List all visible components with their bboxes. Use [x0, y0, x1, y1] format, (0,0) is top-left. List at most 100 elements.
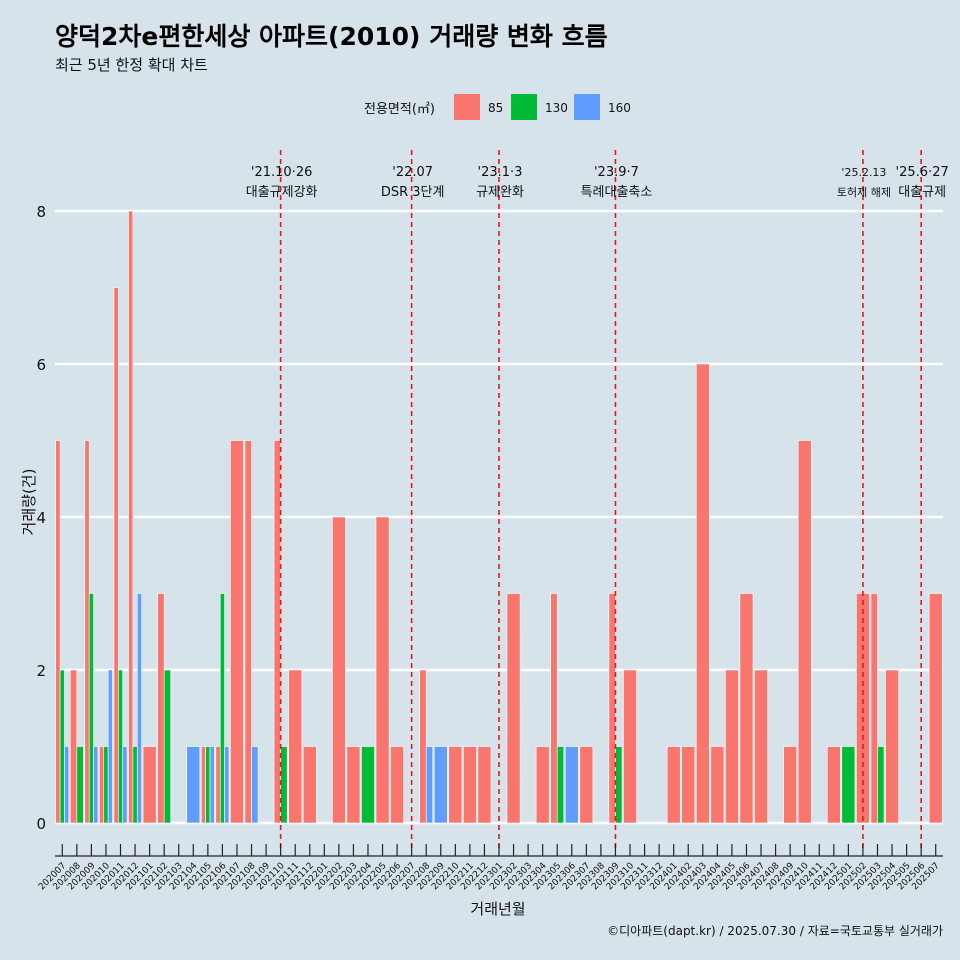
bar-202007-160: [64, 746, 70, 824]
bars: [55, 210, 943, 824]
bar-202208-85: [419, 669, 427, 824]
x-axis: 2020072020082020092020102020112020122021…: [37, 844, 943, 892]
bar-202007-85: [55, 440, 61, 824]
bar-202106-160: [224, 746, 230, 824]
bar-202204-130: [361, 746, 375, 824]
bar-202310-85: [623, 669, 637, 824]
bar-202405-85: [725, 669, 739, 824]
y-tick-label: 8: [36, 203, 46, 221]
event-date-label: '23.9·7: [594, 165, 639, 180]
bar-202010-85: [99, 746, 105, 824]
event-text-label: 대출규제: [898, 185, 946, 200]
bar-202108-85: [244, 440, 252, 824]
bar-202010-130: [103, 746, 109, 824]
event-date-label: '25.6·27: [896, 165, 949, 180]
event-lines: '21.10·26 대출규제강화 '22.07 DSR 3단계 '23.1·3 규제완화 '…: [246, 150, 949, 850]
bar-202206-85: [390, 746, 404, 824]
legend: 85 130 160: [454, 94, 631, 120]
bar-202101-85: [142, 746, 157, 824]
bar-202009-130: [88, 593, 94, 824]
legend-label-160: 160: [608, 101, 631, 115]
bar-202209-160: [433, 746, 448, 824]
bar-202309-130: [615, 746, 623, 824]
chart-title: 양덕2차e편한세상 아파트(2010) 거래량 변화 흐름: [55, 22, 608, 51]
bar-202210-85: [448, 746, 463, 824]
bar-202106-130: [219, 593, 225, 824]
bar-202302-85: [506, 593, 521, 824]
bar-202402-85: [681, 746, 696, 824]
bar-202011-85: [113, 287, 119, 824]
bar-202105-160: [209, 746, 215, 824]
bar-202107-85: [230, 440, 244, 824]
chart-subtitle: 최근 5년 한정 확대 차트: [55, 56, 208, 74]
bar-202011-160: [122, 746, 128, 824]
source-caption: ©디아파트(dapt.kr) / 2025.07.30 / 자료=국토교통부 실…: [607, 924, 943, 938]
bar-202106-85: [215, 746, 221, 824]
bar-202104-160: [186, 746, 201, 824]
bar-202011-130: [118, 669, 123, 824]
event-date-label: '23.1·3: [478, 165, 523, 180]
bar-202306-160: [564, 746, 579, 824]
bar-202403-85: [695, 363, 710, 824]
bar-202108-160: [251, 746, 259, 824]
event-text-label: 특례대출축소: [581, 185, 653, 200]
bar-202007-130: [59, 669, 65, 824]
y-tick-label: 0: [36, 815, 46, 833]
bar-202012-85: [128, 210, 134, 824]
bar-202406-85: [739, 593, 754, 824]
bar-202208-160: [425, 746, 434, 824]
bar-202309-85: [608, 593, 616, 824]
event-date-label: '22.07: [392, 165, 433, 180]
bar-202212-85: [477, 746, 492, 824]
bar-202404-85: [710, 746, 725, 824]
bar-202305-130: [556, 746, 565, 824]
y-axis: 0 2 4 6 8: [36, 203, 46, 833]
bar-202012-130: [132, 746, 138, 824]
bar-202503-130: [877, 746, 885, 824]
bar-202008-85: [69, 669, 78, 824]
bar-202010-160: [107, 669, 113, 824]
y-axis-label: 거래량(건): [20, 469, 38, 536]
x-axis-label: 거래년월: [470, 900, 525, 918]
bar-202305-85: [550, 593, 558, 824]
bar-202012-160: [136, 593, 142, 824]
bar-202105-85: [201, 746, 206, 824]
bar-202504-85: [885, 669, 899, 824]
bar-202507-85: [928, 593, 943, 824]
bar-202009-160: [93, 746, 99, 824]
bar-202205-85: [375, 516, 390, 824]
legend-swatch-160: [574, 94, 600, 120]
bar-202112-85: [302, 746, 317, 824]
legend-swatch-130: [511, 94, 537, 120]
bar-202008-130: [76, 746, 84, 824]
bar-202102-85: [157, 593, 165, 824]
legend-title: 전용면적(㎡): [364, 102, 435, 117]
bar-202407-85: [754, 669, 768, 824]
bar-202503-85: [870, 593, 878, 824]
bar-202412-85: [826, 746, 841, 824]
event-text-label: 규제완화: [476, 185, 524, 200]
bar-202111-85: [288, 669, 303, 824]
y-tick-label: 6: [36, 356, 46, 374]
bar-202307-85: [579, 746, 594, 824]
legend-label-85: 85: [488, 101, 503, 115]
bar-202009-85: [84, 440, 90, 824]
event-date-label: '25.2.13: [841, 166, 886, 179]
legend-label-130: 130: [545, 101, 568, 115]
event-text-label: 대출규제강화: [246, 185, 318, 200]
event-date-label: '21.10·26: [251, 165, 312, 180]
bar-202211-85: [463, 746, 477, 824]
event-text-label: DSR 3단계: [381, 185, 445, 200]
bar-202409-85: [783, 746, 797, 824]
bar-202105-130: [205, 746, 211, 824]
bar-202410-85: [797, 440, 812, 824]
bar-202110-130: [280, 746, 288, 824]
bar-202203-85: [346, 746, 361, 824]
bar-202401-85: [666, 746, 681, 824]
bar-202304-85: [535, 746, 550, 824]
legend-swatch-85: [454, 94, 480, 120]
y-tick-label: 4: [36, 509, 46, 527]
bar-202501-130: [841, 746, 856, 824]
